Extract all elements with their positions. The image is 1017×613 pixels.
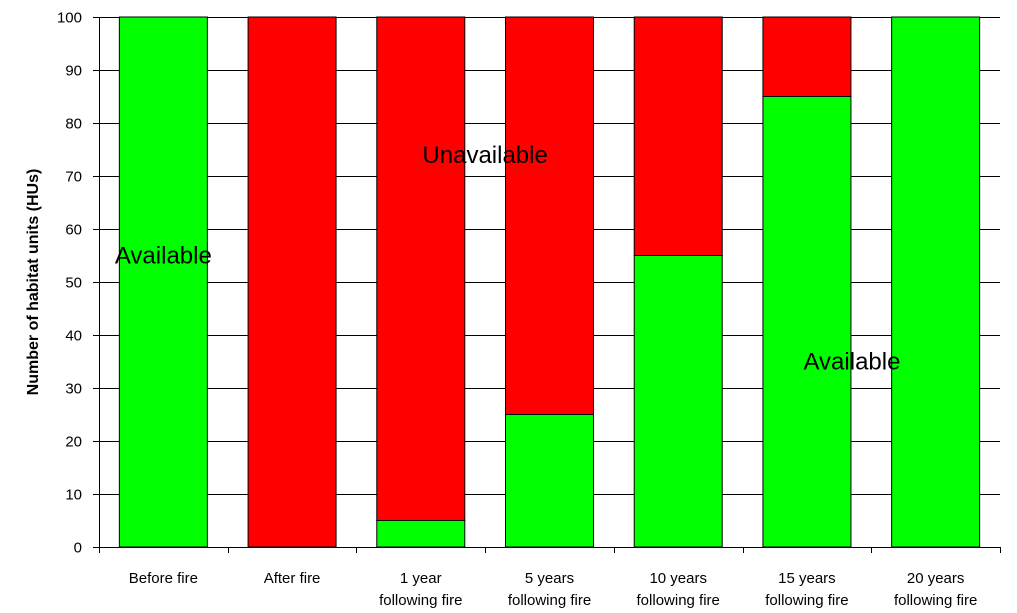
bar-unavailable-2 <box>376 16 466 521</box>
annotation-label: Available <box>803 349 900 376</box>
y-tick-label: 10 <box>65 487 82 504</box>
annotation-label: Unavailable <box>422 142 547 169</box>
bar-unavailable-5 <box>762 16 852 97</box>
y-axis-label: Number of habitat units (HUs) <box>25 169 42 396</box>
x-tick-label: 15 years following fire <box>765 570 848 609</box>
annotations: Available Unavailable Available <box>115 142 901 376</box>
x-tick-label: After fire <box>264 570 321 587</box>
y-tick-label: 80 <box>65 116 82 133</box>
y-tick-label: 100 <box>57 10 82 27</box>
bar-unavailable-4 <box>633 16 723 256</box>
bar-available-3 <box>505 414 594 548</box>
y-tick-label: 70 <box>65 169 82 186</box>
bar-available-0 <box>118 16 208 548</box>
bar-available-6 <box>891 16 981 548</box>
y-tick-label: 50 <box>65 275 82 292</box>
x-tick-labels: Before fire After fire 1 year following fir… <box>129 570 978 609</box>
y-tick-label: 20 <box>65 434 82 451</box>
y-tick-label: 40 <box>65 328 82 345</box>
annotation-label: Available <box>115 243 212 270</box>
y-tick-label: 30 <box>65 381 82 398</box>
bar-unavailable-3 <box>505 16 594 415</box>
bar-unavailable-1 <box>247 16 337 548</box>
y-tick-label: 0 <box>74 540 82 557</box>
x-tick-label: 10 years following fire <box>637 570 720 609</box>
x-tick-label: 5 years following fire <box>508 570 591 609</box>
bar-available-2 <box>376 520 466 548</box>
axes <box>93 17 1001 553</box>
bar-series <box>118 16 981 548</box>
x-tick-label: 1 year following fire <box>379 570 462 609</box>
x-tick-label: Before fire <box>129 570 198 587</box>
x-tick-label: 20 years following fire <box>894 570 977 609</box>
y-tick-label: 90 <box>65 63 82 80</box>
y-tick-labels: 0 10 20 30 40 50 60 70 80 90 100 <box>57 10 82 557</box>
bar-available-4 <box>633 255 723 548</box>
y-tick-label: 60 <box>65 222 82 239</box>
bar-available-5 <box>762 96 852 548</box>
